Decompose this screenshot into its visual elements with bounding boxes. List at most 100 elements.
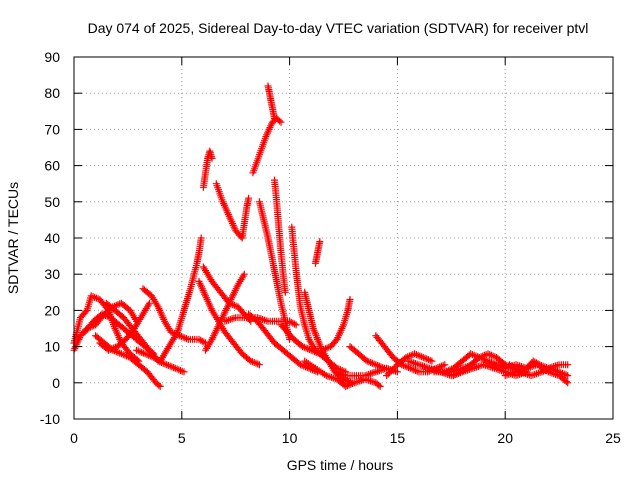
data-point: [167, 328, 175, 336]
y-axis-label: SDTVAR / TECUs: [5, 182, 21, 294]
data-point: [145, 351, 153, 359]
data-point: [316, 238, 324, 246]
data-point: [481, 351, 488, 359]
data-point: [376, 382, 384, 390]
data-point: [479, 352, 487, 360]
y-tick-label: 60: [44, 158, 60, 174]
data-point: [304, 345, 312, 353]
y-tick-label: 30: [44, 266, 60, 282]
data-point: [441, 361, 449, 369]
data-point: [309, 347, 317, 355]
data-point: [247, 357, 255, 365]
data-point: [289, 319, 297, 327]
data-point: [133, 346, 140, 354]
data-point: [426, 356, 434, 364]
data-point: [419, 354, 427, 361]
data-point: [180, 368, 188, 376]
data-point: [200, 338, 208, 346]
data-point: [300, 343, 308, 351]
data-point: [296, 361, 304, 369]
data-point: [89, 293, 97, 301]
data-point: [146, 299, 153, 307]
data-point: [161, 360, 169, 368]
data-point: [121, 351, 129, 359]
data-point: [367, 370, 374, 378]
data-point: [428, 357, 436, 365]
data-point: [177, 367, 184, 374]
data-point: [179, 333, 187, 341]
data-point: [155, 381, 163, 389]
data-point: [230, 301, 238, 309]
data-point: [320, 346, 328, 353]
data-point: [337, 369, 344, 377]
data-point: [346, 296, 354, 303]
data-point: [408, 365, 416, 373]
data-point: [484, 350, 492, 358]
data-point: [168, 363, 176, 371]
data-point: [439, 361, 447, 369]
data-point: [173, 365, 181, 373]
data-point: [276, 117, 283, 125]
data-point: [156, 382, 164, 390]
data-point: [368, 359, 376, 367]
data-point: [112, 348, 120, 356]
data-point: [298, 361, 306, 369]
data-point: [175, 366, 183, 374]
data-point: [407, 351, 415, 359]
data-point: [384, 370, 392, 378]
data-point: [557, 369, 565, 377]
data-point: [486, 358, 494, 366]
data-point: [302, 344, 310, 352]
data-point: [484, 357, 492, 365]
x-tick-label: 20: [497, 430, 513, 446]
data-point: [537, 361, 545, 369]
data-point: [271, 115, 278, 122]
data-point: [91, 293, 99, 301]
y-tick-label: -10: [40, 411, 60, 427]
data-point: [112, 301, 120, 309]
data-point: [547, 364, 554, 372]
data-point: [564, 379, 572, 387]
data-point: [143, 351, 151, 359]
data-point: [437, 362, 445, 370]
data-point: [564, 372, 572, 380]
data-point: [170, 364, 178, 372]
x-tick-label: 10: [282, 430, 298, 446]
data-point: [367, 359, 375, 366]
data-point: [467, 350, 475, 358]
data-point: [291, 320, 298, 328]
data-point: [423, 355, 431, 363]
data-point: [136, 348, 144, 356]
data-point: [92, 294, 100, 302]
data-point: [564, 361, 572, 369]
data-point: [560, 370, 568, 378]
data-point: [123, 352, 131, 360]
data-point: [538, 368, 546, 376]
data-point: [166, 362, 174, 370]
data-point: [345, 381, 353, 389]
data-point: [249, 358, 256, 366]
data-point: [281, 288, 289, 296]
data-point: [254, 360, 262, 368]
y-tick-label: 0: [52, 375, 60, 391]
data-point: [555, 368, 563, 376]
data-point: [245, 194, 253, 202]
data-point: [536, 361, 544, 369]
data-point: [255, 361, 263, 369]
data-points: [70, 82, 572, 390]
data-point: [412, 351, 420, 359]
chart-title: Day 074 of 2025, Sidereal Day-to-day VTE…: [88, 20, 589, 36]
data-point: [119, 351, 127, 359]
data-point: [102, 312, 109, 319]
data-point: [405, 364, 413, 372]
y-tick-label: 20: [44, 302, 60, 318]
data-point: [292, 321, 300, 329]
data-point: [436, 363, 444, 371]
data-point: [105, 346, 112, 354]
data-point: [534, 360, 542, 368]
data-point: [208, 154, 216, 162]
data-point: [383, 372, 391, 380]
data-point: [393, 368, 401, 376]
x-tick-label: 15: [390, 430, 406, 446]
